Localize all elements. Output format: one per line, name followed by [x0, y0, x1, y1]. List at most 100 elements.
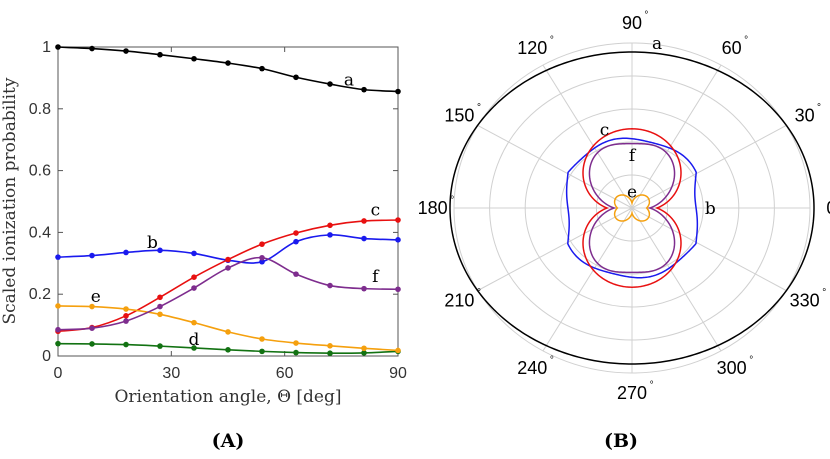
polar-grid — [453, 42, 811, 374]
degree-symbol: ° — [822, 287, 826, 298]
series-point-f — [361, 285, 367, 292]
series-point-c — [327, 222, 333, 229]
series-point-f — [395, 286, 401, 293]
curve-label-b: b — [147, 233, 158, 253]
series-point-a — [259, 65, 265, 72]
y-tick-label: 0.2 — [29, 286, 51, 303]
series-point-e — [259, 336, 265, 342]
series-point-a — [123, 48, 129, 54]
series-point-f — [157, 303, 163, 310]
angle-tick-label: 30 — [795, 106, 815, 126]
series-point-c — [395, 217, 401, 223]
series-point-a — [327, 81, 333, 87]
y-tick-label: 0.8 — [29, 101, 51, 118]
x-axis-label: Orientation angle, Θ [deg] — [114, 387, 341, 407]
series-point-a — [225, 60, 231, 66]
series-point-c — [259, 241, 265, 247]
series-point-a — [157, 51, 163, 58]
y-tick-label: 0 — [42, 348, 51, 365]
curve-label-c: c — [371, 200, 381, 220]
series-point-e — [89, 303, 95, 310]
angle-tick-label: 180 — [418, 198, 448, 218]
series-point-a — [361, 86, 367, 93]
angle-tick-label: 120 — [517, 38, 547, 58]
curve-labels: a b c d e f — [91, 71, 380, 351]
series-point-c — [361, 218, 367, 224]
curve-label-f: f — [372, 267, 380, 287]
series-point-a — [395, 88, 401, 95]
angle-tick-label: 240 — [517, 358, 547, 378]
series-point-a — [191, 55, 197, 62]
polar-curve-label-f: f — [629, 146, 637, 166]
series-point-e — [225, 329, 231, 335]
series-point-f — [89, 325, 95, 331]
series-point-b — [89, 252, 95, 259]
curve-label-d: d — [189, 330, 200, 350]
polar-spoke — [477, 207, 633, 291]
x-tick-label: 30 — [162, 365, 180, 382]
series-point-d — [89, 341, 95, 347]
polar-curve-e — [613, 194, 651, 222]
polar-curve-label-b: b — [705, 199, 716, 219]
series-point-b — [395, 237, 401, 243]
polar-curve-label-c: c — [600, 121, 610, 141]
angle-tick-label: 330 — [790, 290, 820, 310]
polar-spoke — [631, 64, 722, 209]
series-point-e — [327, 343, 333, 349]
series-point-b — [123, 249, 129, 256]
degree-symbol: ° — [450, 195, 454, 206]
series-point-e — [55, 303, 61, 309]
series-point-e — [361, 345, 367, 352]
polar-chart-panel: 0°30°60°90°120°150°180°210°240°270°300°3… — [418, 10, 830, 452]
series-point-e — [395, 347, 401, 354]
angle-tick-label: 90 — [622, 13, 642, 33]
x-axis: 0 30 60 90 — [54, 47, 407, 382]
degree-symbol: ° — [749, 355, 753, 366]
y-tick-label: 0.4 — [29, 224, 51, 241]
series-point-b — [191, 250, 197, 257]
series-point-f — [259, 254, 265, 261]
series-group — [55, 44, 401, 357]
angle-tick-labels: 0°30°60°90°120°150°180°210°240°270°300°3… — [418, 10, 830, 403]
plot-frame — [57, 46, 399, 357]
x-tick-label: 60 — [276, 365, 294, 382]
series-point-d — [123, 341, 129, 348]
angle-tick-label: 210 — [444, 290, 474, 310]
polar-curve-b — [565, 137, 699, 279]
series-point-c — [123, 313, 129, 319]
series-point-d — [327, 350, 333, 357]
y-tick-label: 1 — [42, 39, 51, 56]
degree-symbol: ° — [744, 35, 748, 46]
angle-tick-label: 270 — [617, 383, 647, 403]
series-point-b — [327, 232, 333, 238]
x-tick-label: 0 — [54, 365, 63, 382]
polar-spoke — [631, 207, 722, 352]
series-point-b — [55, 254, 61, 260]
series-point-c — [157, 294, 163, 301]
angle-tick-label: 150 — [444, 106, 474, 126]
degree-symbol: ° — [817, 103, 821, 114]
y-axis: 0 0.2 0.4 0.6 0.8 1 — [29, 39, 398, 365]
polar-spoke — [542, 207, 633, 352]
polar-curve-f — [588, 142, 676, 274]
series-point-d — [293, 349, 299, 356]
series-point-c — [191, 274, 197, 281]
series-point-b — [361, 235, 367, 242]
degree-symbol: ° — [550, 355, 554, 366]
series-point-c — [225, 256, 231, 263]
series-point-e — [157, 311, 163, 318]
series-point-b — [293, 238, 299, 245]
polar-series-group — [449, 51, 815, 365]
degree-symbol: ° — [550, 35, 554, 46]
panel-b-label: (B) — [604, 430, 638, 452]
series-point-f — [55, 326, 61, 333]
angle-tick-label: 60 — [722, 38, 742, 58]
polar-spoke — [631, 125, 787, 209]
degree-symbol: ° — [650, 380, 654, 391]
series-point-d — [259, 348, 265, 355]
series-point-d — [361, 350, 367, 356]
polar-spoke — [477, 125, 633, 209]
series-point-d — [55, 340, 61, 347]
series-point-f — [191, 285, 197, 291]
